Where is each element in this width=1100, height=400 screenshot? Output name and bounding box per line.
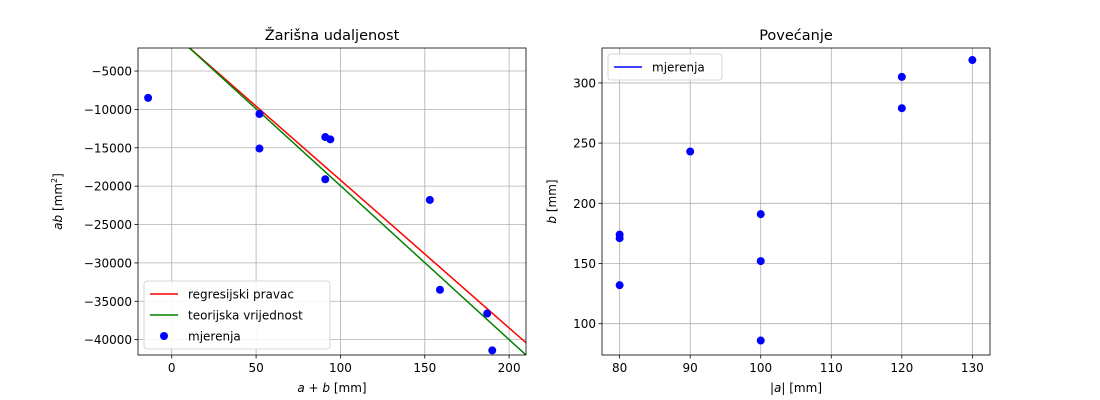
series-line-1 [188, 48, 526, 355]
x-axis-label: a + b [mm] [297, 381, 366, 395]
y-tick-label: −10000 [84, 103, 132, 117]
x-tick-label: 100 [329, 361, 352, 375]
series-line-0 [188, 48, 526, 344]
y-label-b: b [545, 216, 559, 224]
data-point [756, 336, 765, 345]
x-axis-label: |a| [mm] [770, 381, 822, 395]
y-tick-label: −40000 [84, 333, 132, 347]
legend-label: mjerenja [652, 61, 705, 75]
chart-title: Povećanje [759, 28, 833, 44]
legend-box [607, 53, 723, 81]
x-tick-label: 50 [248, 361, 263, 375]
y-tick-label: 250 [573, 137, 596, 151]
y-axis-label: ab [mm2] [50, 173, 65, 230]
legend-swatch [160, 332, 168, 340]
data-point [615, 234, 624, 243]
data-point [756, 210, 765, 219]
y-label-sup: 2 [50, 178, 59, 183]
y-tick-label: −5000 [91, 65, 132, 79]
x-label-plus: + [305, 381, 323, 395]
x-tick-label: 120 [890, 361, 913, 375]
x-tick-label: 150 [413, 361, 436, 375]
x-label-a: a [297, 381, 304, 395]
x-tick-label: 80 [612, 361, 627, 375]
y-label-unit: [mm] [545, 179, 559, 216]
data-point [483, 309, 492, 318]
legend-box [143, 280, 331, 350]
y-axis-label: b [mm] [545, 179, 559, 223]
x-tick-label: 110 [820, 361, 843, 375]
legend-label: regresijski pravac [188, 288, 294, 302]
axes-frame [601, 47, 991, 356]
data-point [968, 56, 977, 65]
y-tick-label: −15000 [84, 141, 132, 155]
y-tick-label: −35000 [84, 295, 132, 309]
x-label-unit: [mm] [785, 381, 822, 395]
data-point [425, 195, 434, 204]
x-tick-label: 200 [498, 361, 521, 375]
data-point [897, 104, 906, 113]
data-point [488, 346, 497, 355]
x-tick-label: 90 [683, 361, 698, 375]
y-tick-label: 200 [573, 197, 596, 211]
data-point [326, 135, 335, 144]
legend: regresijski pravac teorijska vrijednost mj… [143, 280, 331, 350]
legend-label: mjerenja [188, 330, 241, 344]
data-point [686, 147, 695, 156]
x-label-unit: [mm] [330, 381, 367, 395]
y-tick-label: 150 [573, 257, 596, 271]
legend: mjerenja [607, 53, 723, 81]
x-tick-label: 130 [961, 361, 984, 375]
focal-length-chart: 0 50 100 150 200 −5000 −10000 −15000 −20000 −2500… [50, 26, 527, 395]
data-point [255, 144, 264, 153]
data-point [756, 257, 765, 266]
x-tick-label: 100 [749, 361, 772, 375]
data-point [321, 175, 330, 184]
data-point [255, 110, 264, 119]
grid [602, 48, 990, 355]
data-point [897, 72, 906, 81]
chart-title: Žarišna udaljenost [265, 26, 400, 44]
axes-frame [137, 47, 527, 356]
data-point [435, 285, 444, 294]
data-point [615, 281, 624, 290]
y-tick-label: −25000 [84, 218, 132, 232]
legend-label: teorijska vrijednost [188, 309, 303, 323]
y-tick-label: 300 [573, 76, 596, 90]
y-tick-label: −30000 [84, 256, 132, 270]
y-tick-label: −20000 [84, 180, 132, 194]
x-tick-label: 0 [168, 361, 176, 375]
x-label-b: b [322, 381, 330, 395]
y-label-unit-close: ] [51, 173, 65, 178]
y-label-ab: ab [51, 214, 65, 229]
magnification-chart: 80 90 100 110 120 130 100 150 200 250 300 Povećanje… [545, 28, 991, 395]
data-point [144, 93, 153, 102]
y-tick-label: 100 [573, 317, 596, 331]
y-label-unit: [mm [51, 183, 65, 215]
x-label-a: |a| [770, 381, 785, 395]
